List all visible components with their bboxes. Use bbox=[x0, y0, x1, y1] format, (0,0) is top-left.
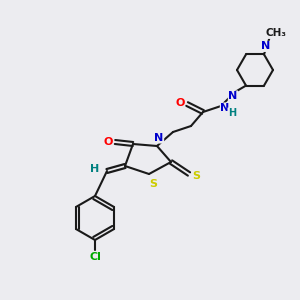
Text: H: H bbox=[228, 108, 236, 118]
Text: S: S bbox=[149, 179, 157, 189]
Text: S: S bbox=[192, 171, 200, 181]
Text: CH₃: CH₃ bbox=[266, 28, 286, 38]
Text: Cl: Cl bbox=[89, 252, 101, 262]
Text: H: H bbox=[90, 164, 100, 174]
Text: O: O bbox=[175, 98, 185, 108]
Text: N: N bbox=[261, 41, 271, 51]
Text: N: N bbox=[228, 91, 238, 101]
Text: N: N bbox=[220, 103, 230, 113]
Text: N: N bbox=[154, 133, 164, 143]
Text: O: O bbox=[103, 137, 113, 147]
